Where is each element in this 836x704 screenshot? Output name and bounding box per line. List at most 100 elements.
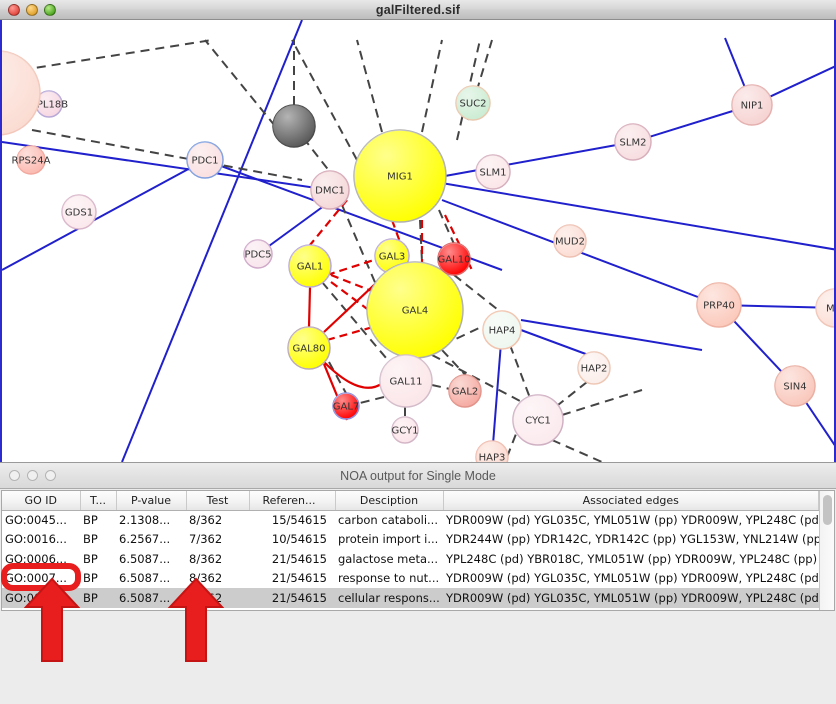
node-gloss — [311, 171, 349, 209]
network-node-prp40[interactable]: PRP40 — [696, 282, 742, 328]
edge-pd — [293, 125, 331, 173]
network-node-mig1[interactable]: MIG1 — [353, 129, 447, 223]
edge-reg — [444, 214, 473, 271]
network-node-gal7[interactable]: GAL7 — [332, 392, 360, 420]
column-header-go-id[interactable]: GO ID — [2, 491, 81, 511]
node-label: SUC2 — [459, 99, 486, 110]
edge-pd — [321, 281, 393, 366]
node-label: RPL18B — [30, 100, 68, 111]
network-node-gcy1[interactable]: GCY1 — [391, 416, 419, 444]
cell-associated-edges: YGL073W (pd) YER103W, YER133W (pp) YOR31… — [443, 608, 819, 611]
table-row[interactable]: GO:0006... BP 6.5087... 8/362 21/54615 galact… — [2, 549, 819, 569]
edge-reg — [326, 258, 375, 277]
node-gloss — [36, 91, 62, 117]
node-label: GAL7 — [333, 402, 360, 413]
network-node-hap3[interactable]: HAP3 — [475, 440, 509, 462]
node-label: PDC5 — [244, 250, 271, 261]
table-vertical-scrollbar[interactable] — [819, 491, 834, 610]
node-label: GCY1 — [391, 426, 418, 437]
network-node-gal2[interactable]: GAL2 — [448, 374, 482, 408]
cell-reference: 21/54615 — [271, 571, 327, 586]
cell-description: cellular respons... — [335, 588, 443, 608]
nodes-layer[interactable]: RPL18B RPS24A GDS1 PDC1 DMC1 PDC5 GAL1 GAL80 GAL… — [2, 50, 836, 462]
column-header-description[interactable]: Desciption — [335, 491, 444, 511]
table-row[interactable]: GO:0016... BP 6.2567... 7/362 10/54615 protei… — [2, 530, 819, 550]
network-canvas[interactable]: RPL18B RPS24A GDS1 PDC1 DMC1 PDC5 GAL1 GAL80 GAL… — [0, 20, 836, 462]
node-gloss — [483, 311, 521, 349]
edge-pd — [421, 39, 443, 133]
dialog-titlebar: NOA output for Single Mode — [0, 463, 836, 489]
network-node-gal4[interactable]: GAL4 — [366, 261, 464, 359]
node-gloss — [289, 245, 331, 287]
node-gloss — [578, 352, 610, 384]
network-node-msi[interactable]: MSI — [815, 288, 836, 328]
node-gloss — [513, 395, 563, 445]
network-node-cyc1[interactable]: CYC1 — [512, 394, 564, 446]
cell-description: response to nut... — [338, 571, 440, 586]
node-gloss — [17, 146, 45, 174]
cell-description: carbon cataboli... — [338, 513, 438, 527]
node-label: HAP4 — [489, 326, 516, 337]
table-header-row: GO ID T... P-value Test Referen... Desci… — [2, 491, 819, 511]
dialog-close-button[interactable] — [9, 470, 20, 481]
results-table-container[interactable]: GO ID T... P-value Test Referen... Desci… — [1, 490, 835, 611]
cell-type: BP — [83, 551, 98, 566]
node-label: GAL3 — [379, 252, 406, 263]
node-gloss — [449, 375, 481, 407]
window-traffic-lights — [8, 3, 56, 16]
column-header-p-value[interactable]: P-value — [116, 491, 187, 511]
dialog-minimize-button[interactable] — [27, 470, 38, 481]
edge-pd — [21, 39, 213, 71]
network-node-gds1[interactable]: GDS1 — [61, 194, 97, 230]
column-header-test[interactable]: Test — [186, 491, 250, 511]
network-node-mud2[interactable]: MUD2 — [553, 224, 587, 258]
edge-pp — [444, 141, 634, 177]
cell-p-value: 6.5087... — [116, 588, 186, 608]
network-node-pdc5[interactable]: PDC5 — [243, 239, 273, 269]
network-node-pdc1[interactable]: PDC1 — [186, 141, 224, 179]
column-header-reference[interactable]: Referen... — [249, 491, 336, 511]
zoom-button[interactable] — [44, 3, 56, 16]
network-node-dmc1[interactable]: DMC1 — [310, 170, 350, 210]
edge-pp — [2, 141, 331, 191]
network-node-slm2[interactable]: SLM2 — [614, 123, 652, 161]
cell-go-id: GO:0007... — [5, 571, 67, 586]
cell-associated-edges: YDR009W (pd) YGL035C, YML051W (pp) YDR00… — [446, 571, 819, 586]
network-node-slm1[interactable]: SLM1 — [475, 154, 511, 190]
network-node-nip1[interactable]: NIP1 — [731, 84, 773, 126]
network-node-sin4[interactable]: SIN4 — [774, 365, 816, 407]
cell-go-id: GO:0016... — [5, 532, 67, 547]
table-row[interactable]: GO:0045... BP 2.1308... 8/362 15/54615 carbon… — [2, 510, 819, 530]
network-graph[interactable]: RPL18B RPS24A GDS1 PDC1 DMC1 PDC5 GAL1 GAL80 GAL… — [2, 20, 836, 462]
network-node-dark[interactable] — [272, 104, 316, 148]
network-node-bigpink[interactable] — [2, 50, 41, 136]
scrollbar-thumb[interactable] — [823, 495, 832, 525]
table-body[interactable]: GO:0045... BP 2.1308... 8/362 15/54615 carbon… — [2, 510, 819, 610]
dialog-traffic-lights — [9, 470, 56, 481]
node-gloss — [554, 225, 586, 257]
network-node-rpl18b[interactable]: RPL18B — [30, 90, 68, 118]
network-node-hap4[interactable]: HAP4 — [482, 310, 522, 350]
cell-p-value: 6.5087... — [119, 551, 171, 566]
table-row[interactable]: GO:0065...BP8.0614...94/3627260/54...bio… — [2, 608, 819, 611]
close-button[interactable] — [8, 3, 20, 16]
dialog-zoom-button[interactable] — [45, 470, 56, 481]
network-node-gal10[interactable]: GAL10 — [437, 242, 471, 276]
network-node-hap2[interactable]: HAP2 — [577, 351, 611, 385]
column-header-type[interactable]: T... — [80, 491, 117, 511]
table-row[interactable]: GO:0031... BP 6.5087... 8/362 21/54615 cellul… — [2, 588, 819, 608]
network-node-suc2[interactable]: SUC2 — [455, 85, 491, 121]
cell-associated-edges: YDR244W (pp) YDR142C, YDR142C (pp) YGL15… — [446, 532, 819, 547]
network-node-gal11[interactable]: GAL11 — [379, 354, 433, 408]
network-node-rps24a[interactable]: RPS24A — [12, 145, 51, 175]
edge-pd — [506, 433, 517, 458]
results-table[interactable]: GO ID T... P-value Test Referen... Desci… — [2, 491, 819, 610]
node-gloss — [244, 240, 272, 268]
minimize-button[interactable] — [26, 3, 38, 16]
column-header-associated-edges[interactable]: Associated edges — [443, 491, 819, 511]
table-row[interactable]: GO:0007... BP 6.5087... 8/362 21/54615 respon… — [2, 569, 819, 589]
cell-test: 94/362 — [186, 608, 249, 611]
network-node-gal80[interactable]: GAL80 — [287, 326, 331, 370]
network-node-gal1[interactable]: GAL1 — [288, 244, 332, 288]
